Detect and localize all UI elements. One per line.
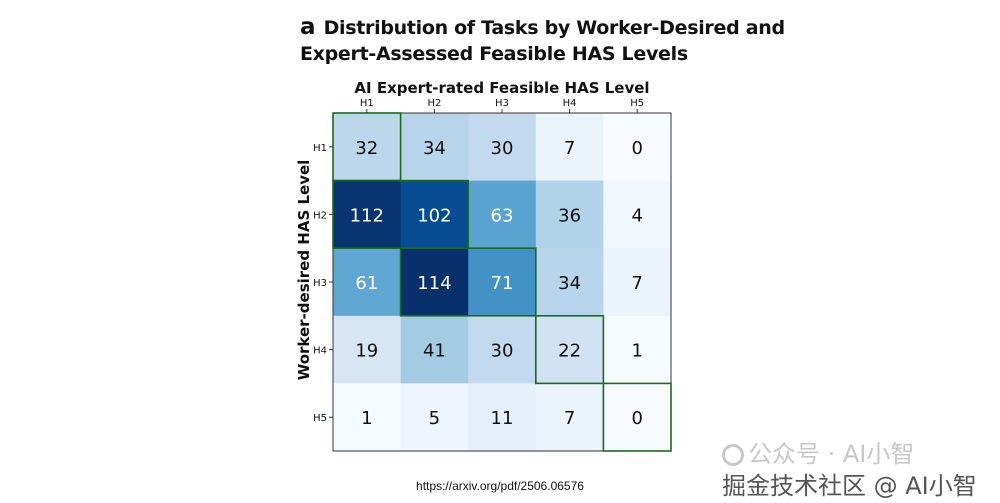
- heatmap-cell-r1-c3: [468, 113, 537, 182]
- panel-letter: a: [300, 14, 316, 40]
- cell-value-label: 1: [631, 341, 642, 362]
- cell-value-label: 5: [429, 408, 440, 429]
- cell-value-label: 0: [631, 138, 642, 159]
- cell-value-label: 22: [558, 341, 581, 362]
- x-axis-title: AI Expert-rated Feasible HAS Level: [354, 79, 649, 97]
- x-tick-label: H2: [427, 98, 441, 109]
- cell-value-label: 30: [491, 341, 514, 362]
- heatmap-cell-r3-c3: [468, 248, 537, 317]
- chart-title-line2: Expert-Assessed Feasible HAS Levels: [300, 43, 688, 65]
- heatmap-cell-r1-c4: [535, 113, 604, 182]
- y-axis-title: Worker-desired HAS Level: [295, 160, 313, 381]
- heatmap-cell-r5-c3: [468, 383, 537, 452]
- heatmap-cell-r3-c4: [535, 248, 604, 317]
- wechat-logo-icon: [722, 444, 744, 466]
- heatmap-cell-r1-c1: [333, 113, 402, 182]
- cell-value-label: 7: [564, 138, 575, 159]
- chart-title: a Distribution of Tasks by Worker-Desire…: [300, 14, 785, 67]
- cell-value-label: 19: [355, 341, 378, 362]
- heatmap-cell-r4-c1: [333, 315, 402, 384]
- cell-value-label: 114: [417, 273, 451, 294]
- source-url: https://arxiv.org/pdf/2506.06576: [416, 479, 584, 493]
- cell-value-label: 71: [491, 273, 514, 294]
- heatmap-cell-r2-c3: [468, 180, 537, 249]
- cell-value-label: 34: [423, 138, 446, 159]
- heatmap-cell-r4-c2: [400, 315, 469, 384]
- cell-value-label: 7: [631, 273, 642, 294]
- watermark: 公众号 · AI小智 掘金技术社区 @ AI小智: [722, 440, 977, 500]
- staircase-outline-3: [399, 247, 537, 317]
- heatmap-cell-r4-c5: [603, 315, 672, 384]
- cell-value-label: 41: [423, 341, 446, 362]
- y-tick-label: H1: [313, 143, 327, 154]
- heatmap-cell-r3-c2: [400, 248, 469, 317]
- cell-value-label: 112: [350, 205, 384, 226]
- chart-title-line1: Distribution of Tasks by Worker-Desired …: [323, 17, 785, 39]
- heatmap-cell-r4-c3: [468, 315, 537, 384]
- staircase-outline-5: [602, 382, 672, 452]
- heatmap-cell-r2-c4: [535, 180, 604, 249]
- cell-value-label: 11: [491, 408, 514, 429]
- x-tick-label: H4: [563, 98, 577, 109]
- y-tick-label: H4: [313, 346, 327, 357]
- y-tick-label: H5: [313, 413, 327, 424]
- cell-value-label: 61: [355, 273, 378, 294]
- y-tick-label: H3: [313, 278, 327, 289]
- heatmap-cell-r5-c1: [333, 383, 402, 452]
- heatmap-cell-r5-c2: [400, 383, 469, 452]
- cell-value-label: 30: [491, 138, 514, 159]
- heatmap-cell-r1-c2: [400, 113, 469, 182]
- cell-value-label: 4: [631, 205, 642, 226]
- heatmap-cell-r1-c5: [603, 113, 672, 182]
- heatmap-cell-r2-c5: [603, 180, 672, 249]
- cell-value-label: 63: [491, 205, 514, 226]
- cell-value-label: 7: [564, 408, 575, 429]
- cell-value-label: 32: [355, 138, 378, 159]
- heatmap-cell-r2-c2: [400, 180, 469, 249]
- cell-value-label: 34: [558, 273, 581, 294]
- watermark-line1: 公众号 · AI小智: [748, 440, 915, 468]
- heatmap-cell-r5-c5: [603, 383, 672, 452]
- cell-value-label: 1: [361, 408, 372, 429]
- x-tick-label: H5: [630, 98, 644, 109]
- heatmap-cell-r3-c1: [333, 248, 402, 317]
- y-tick-label: H2: [313, 210, 327, 221]
- cell-value-label: 0: [631, 408, 642, 429]
- heatmap-cell-r4-c4: [535, 315, 604, 384]
- cell-value-label: 102: [417, 205, 451, 226]
- heatmap-cell-r2-c1: [333, 180, 402, 249]
- x-tick-label: H3: [495, 98, 509, 109]
- staircase-outline-4: [534, 314, 605, 385]
- heatmap-cell-r3-c5: [603, 248, 672, 317]
- heatmap-cell-r5-c4: [535, 383, 604, 452]
- watermark-line2: 掘金技术社区 @ AI小智: [722, 472, 977, 500]
- x-tick-label: H1: [360, 98, 374, 109]
- cell-value-label: 36: [558, 205, 581, 226]
